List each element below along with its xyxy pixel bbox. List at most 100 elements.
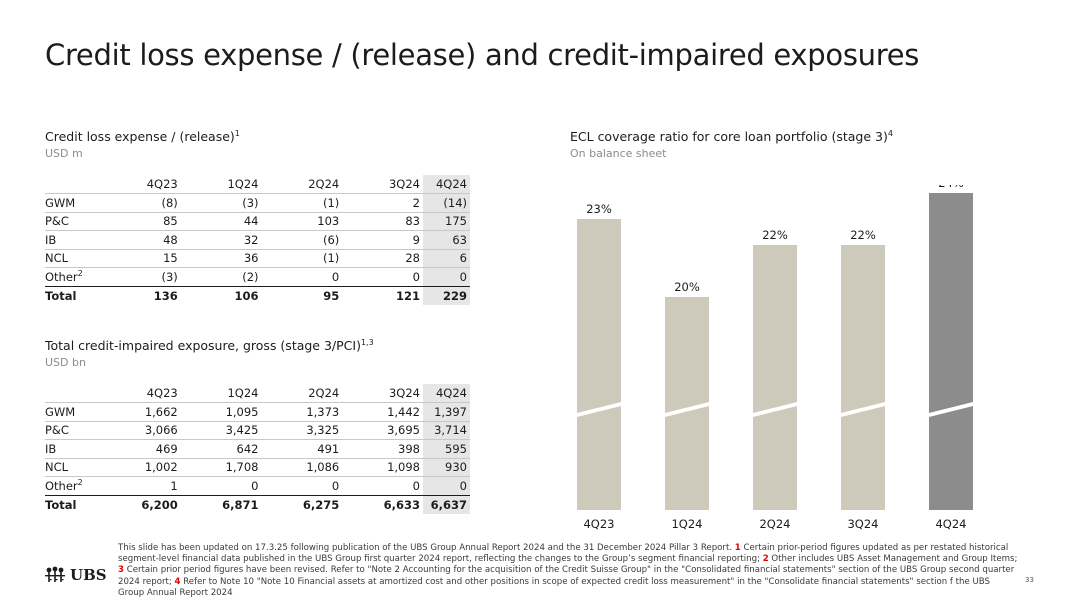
table-cell: (3) [180, 193, 262, 212]
ecl-coverage-chart: 23% 4Q23 20% 1Q24 22% 2Q24 22% 3Q24 24% 4Q24 [577, 185, 973, 531]
table-cell: 1,397 [423, 402, 470, 421]
column-header: 1Q24 [227, 177, 259, 191]
footnote-number: 4 [174, 576, 181, 587]
table-cell: 36 [180, 248, 262, 268]
table-cell: (3) [100, 267, 181, 286]
table-cell: 642 [180, 439, 262, 458]
slide-title: Credit loss expense / (release) and cred… [45, 38, 920, 72]
table-cell: 229 [423, 285, 470, 305]
table-cell: 3,425 [180, 420, 262, 440]
table-cell: 3,325 [261, 420, 343, 440]
table-cell: 15 [100, 248, 181, 268]
total-row: Total 6,200 6,871 6,275 6,633 6,637 [45, 494, 470, 514]
table-cell: 0 [342, 476, 423, 495]
table-cell: 48 [100, 230, 181, 249]
table-row: GWM 1,662 1,095 1,373 1,442 1,397 [45, 402, 470, 421]
column-header: 4Q24 [423, 175, 470, 194]
column-header: 4Q23 [146, 177, 178, 191]
header-blank [45, 175, 100, 194]
ubs-logo: UBS [44, 566, 107, 584]
table-cell: 44 [180, 211, 262, 231]
table-header-row: 4Q23 1Q24 2Q24 3Q24 4Q24 [45, 384, 470, 403]
table-cell: 1,442 [342, 402, 423, 421]
table-cell: 136 [100, 285, 181, 305]
table-cell: (6) [261, 230, 343, 249]
table-cell: (1) [261, 248, 343, 268]
table-cell: 3,695 [342, 420, 423, 440]
row-label: Total [45, 285, 100, 305]
page-number: 33 [1025, 576, 1034, 584]
header-blank [45, 384, 100, 403]
table-cell: 1,086 [261, 457, 343, 477]
column-header: 3Q24 [388, 177, 420, 191]
table2-unit: USD bn [45, 356, 86, 369]
table-cell: 0 [423, 476, 470, 495]
table-cell: 83 [342, 211, 423, 231]
table-cell: 0 [261, 267, 343, 286]
category-label: 3Q24 [847, 517, 878, 531]
footnote-text: Refer to Note 10 "Note 10 Financial asse… [118, 576, 991, 598]
footnote-intro: This slide has been updated on 17.3.25 f… [118, 543, 735, 553]
axis-break-mark [841, 402, 885, 417]
data-label: 24% [938, 185, 964, 190]
table-cell: 6,637 [423, 494, 470, 514]
table-cell: 0 [180, 476, 262, 495]
row-label: P&C [45, 420, 100, 440]
table-cell: 0 [342, 267, 423, 286]
table-row: NCL 1,002 1,708 1,086 1,098 930 [45, 457, 470, 477]
data-label: 22% [762, 228, 788, 242]
data-label: 23% [586, 202, 612, 216]
column-header: 1Q24 [227, 386, 259, 400]
column-header: 4Q23 [146, 386, 178, 400]
data-label: 20% [674, 280, 700, 294]
table-cell: 175 [423, 211, 470, 231]
table-cell: 930 [423, 457, 470, 477]
table-cell: 1,373 [261, 402, 343, 421]
table2-title: Total credit-impaired exposure, gross (s… [45, 337, 374, 353]
table-cell: 28 [342, 248, 423, 268]
footnote-number: 1 [734, 543, 741, 553]
table-cell: 3,714 [423, 420, 470, 440]
axis-break-mark [665, 402, 709, 417]
table-cell: 6 [423, 248, 470, 268]
table-cell: 32 [180, 230, 262, 249]
table-cell: 0 [261, 476, 343, 495]
column-header: 2Q24 [308, 386, 340, 400]
table-cell: 1,098 [342, 457, 423, 477]
table-cell: 469 [100, 439, 181, 458]
axis-break-mark [753, 402, 797, 417]
table-cell: 106 [180, 285, 262, 305]
chart-title: ECL coverage ratio for core loan portfol… [570, 128, 893, 144]
table-row: P&C 3,066 3,425 3,325 3,695 3,714 [45, 420, 470, 440]
table-cell: 595 [423, 439, 470, 458]
table-cell: 6,275 [261, 494, 343, 514]
category-label: 4Q23 [583, 517, 614, 531]
table-cell: 1 [100, 476, 181, 495]
table-cell: 1,002 [100, 457, 181, 477]
table-row: IB 48 32 (6) 9 63 [45, 230, 470, 249]
footnote-number: 2 [762, 554, 769, 565]
table-cell: 6,633 [342, 494, 423, 514]
category-label: 2Q24 [759, 517, 790, 531]
table-row: P&C 85 44 103 83 175 [45, 211, 470, 231]
footnote-text: Other includes UBS Asset Management and … [768, 554, 1018, 565]
table-cell: 491 [261, 439, 343, 458]
axis-break-mark [929, 402, 973, 417]
column-header: 4Q24 [423, 384, 470, 403]
chart-subtitle: On balance sheet [570, 147, 667, 160]
table-cell: (8) [100, 193, 181, 212]
table-row: GWM (8) (3) (1) 2 (14) [45, 193, 470, 212]
table-cell: 1,662 [100, 402, 181, 421]
footnote-text: Certain prior-period figures updated as … [118, 543, 1009, 565]
total-row: Total 136 106 95 121 229 [45, 285, 470, 305]
bar-3Q24 [841, 245, 885, 510]
row-label: Other2 [45, 476, 100, 495]
table-header-row: 4Q23 1Q24 2Q24 3Q24 4Q24 [45, 175, 470, 194]
table-cell: 6,200 [100, 494, 181, 514]
bar-1Q24 [665, 297, 709, 510]
table-cell: 95 [261, 285, 343, 305]
table-row: IB 469 642 491 398 595 [45, 439, 470, 458]
table-cell: 1,708 [180, 457, 262, 477]
bar-4Q24 [929, 193, 973, 510]
row-label: Total [45, 494, 100, 514]
